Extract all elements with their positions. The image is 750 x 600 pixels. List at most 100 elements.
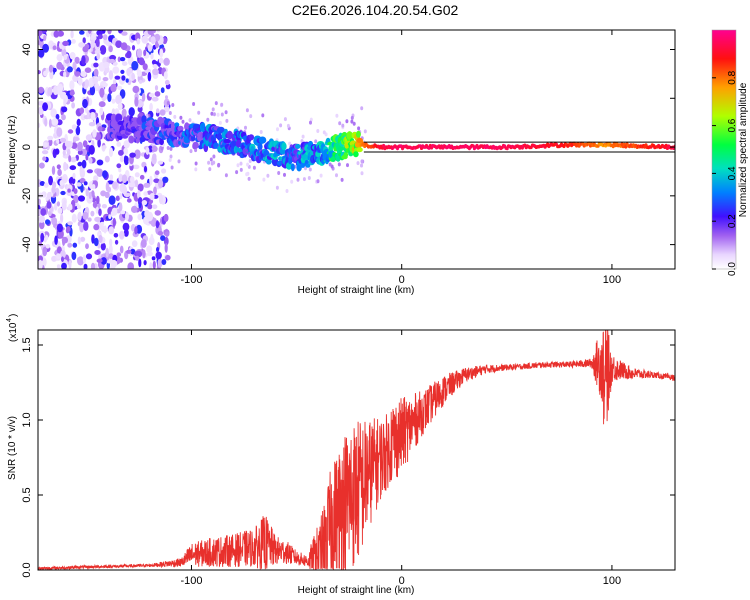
noise-cell (149, 175, 153, 186)
noise-cell (66, 66, 73, 73)
noise-cell (77, 141, 83, 152)
snr-multiplier-base: (x10 (8, 322, 19, 342)
noise-cell (60, 190, 66, 196)
spectrogram-cells (38, 30, 675, 269)
noise-cell (194, 167, 198, 172)
noise-cell (266, 173, 270, 178)
noise-cell (121, 108, 127, 118)
noise-cell (72, 61, 77, 70)
noise-cell (88, 122, 96, 127)
noise-cell (90, 112, 96, 121)
noise-cell (38, 49, 45, 58)
noise-cell (164, 231, 170, 237)
noise-cell (125, 211, 129, 221)
noise-cell (154, 91, 161, 97)
spectrogram-y-label: Frequency (Hz) (7, 116, 18, 185)
noise-cell (211, 107, 215, 112)
noise-cell (99, 217, 105, 224)
ridge-cell (296, 163, 302, 172)
noise-cell (63, 54, 68, 60)
noise-cell (137, 213, 143, 221)
noise-cell (82, 37, 86, 44)
noise-cell (108, 70, 114, 80)
noise-cell (103, 61, 110, 69)
noise-cell (212, 112, 216, 117)
noise-cell (149, 262, 153, 269)
noise-cell (91, 234, 95, 244)
noise-cell (117, 85, 123, 90)
noise-cell (156, 108, 160, 114)
noise-cell (102, 170, 108, 179)
noise-cell (148, 236, 155, 246)
noise-cell (82, 98, 88, 109)
snr-y-label: SNR (10 * v/v) (7, 416, 18, 480)
noise-cell (121, 31, 128, 36)
noise-cell (212, 154, 216, 159)
noise-cell (179, 115, 183, 120)
colorbar-tick-label: 0.4 (727, 166, 738, 180)
colorbar-ticks: 0.0 0.2 0.4 0.6 0.8 (712, 70, 738, 276)
noise-cell (94, 49, 101, 55)
noise-cell (85, 154, 89, 161)
noise-cell (137, 189, 141, 200)
noise-cell (154, 85, 159, 91)
noise-cell (98, 234, 103, 244)
noise-cell (115, 40, 122, 48)
noise-cell (120, 210, 126, 215)
noise-cell (56, 253, 61, 259)
noise-cell (155, 220, 160, 229)
noise-cell (245, 108, 249, 113)
noise-cell (67, 129, 74, 134)
y-tick-label: 0.5 (21, 487, 33, 502)
noise-cell (122, 222, 130, 231)
noise-cell (92, 201, 98, 208)
spectrogram-y-ticks: -40 -20 0 20 40 (21, 43, 675, 253)
noise-cell (56, 61, 63, 70)
noise-cell (51, 165, 56, 175)
noise-cell (63, 161, 67, 172)
noise-cell (108, 35, 114, 43)
noise-cell (146, 211, 154, 222)
noise-cell (286, 123, 290, 128)
noise-cell (152, 30, 156, 34)
noise-cell (218, 120, 222, 125)
colorbar-gradient (711, 29, 737, 270)
noise-cell (71, 102, 75, 109)
noise-cell (77, 161, 83, 167)
noise-cell (338, 121, 342, 126)
noise-cell (103, 93, 109, 100)
noise-cell (55, 113, 60, 120)
noise-cell (95, 206, 99, 214)
noise-cell (335, 173, 338, 178)
noise-cell (156, 30, 160, 33)
noise-cell (38, 215, 45, 223)
noise-cell (48, 175, 53, 186)
noise-cell (360, 106, 364, 111)
noise-cell (78, 195, 85, 202)
noise-cell (39, 220, 45, 230)
noise-cell (206, 117, 210, 122)
noise-cell (262, 177, 266, 182)
noise-cell (78, 42, 85, 48)
noise-cell (224, 110, 228, 115)
noise-cell (51, 217, 58, 226)
noise-cell (322, 130, 326, 135)
noise-cell (69, 80, 75, 90)
noise-cell (149, 193, 155, 201)
noise-cell (346, 163, 349, 168)
noise-cell (79, 178, 86, 183)
noise-cell (72, 136, 80, 142)
noise-cell (91, 33, 97, 38)
noise-cell (38, 40, 41, 46)
noise-cell (67, 242, 73, 248)
noise-cell (108, 45, 113, 53)
noise-cell (56, 264, 61, 269)
noise-cell (151, 145, 158, 152)
noise-cell (66, 226, 71, 233)
noise-cell (77, 256, 84, 266)
spectrogram-frame (37, 29, 676, 270)
noise-cell (153, 186, 157, 195)
noise-cell (71, 124, 77, 130)
noise-cell (139, 174, 145, 180)
noise-cell (143, 191, 148, 196)
